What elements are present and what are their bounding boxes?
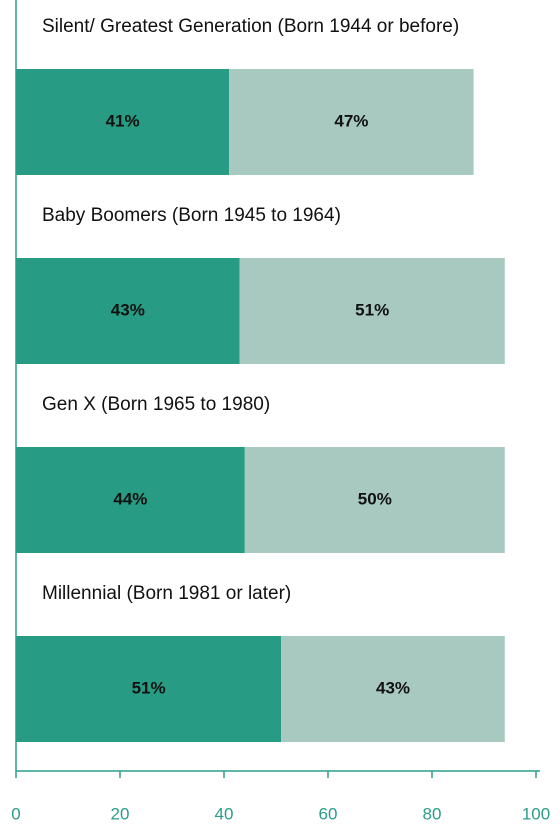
data-label: 43% — [376, 678, 410, 697]
x-tick-label: 20 — [111, 804, 130, 823]
data-label: 41% — [106, 111, 140, 130]
category-label: Gen X (Born 1965 to 1980) — [42, 394, 270, 415]
bar-segment — [281, 636, 505, 742]
x-tick-label: 60 — [319, 804, 338, 823]
bar-segment — [244, 447, 505, 553]
bar-segment — [16, 447, 245, 553]
bar-segment — [239, 258, 505, 364]
data-label: 50% — [358, 489, 392, 508]
bar-segment — [16, 258, 240, 364]
data-label: 47% — [334, 111, 368, 130]
category-label: Silent/ Greatest Generation (Born 1944 o… — [42, 16, 459, 37]
x-tick-label: 80 — [423, 804, 442, 823]
data-label: 43% — [111, 300, 145, 319]
x-tick-label: 0 — [11, 804, 20, 823]
x-tick-label: 100 — [522, 804, 550, 823]
bar-segment — [16, 636, 282, 742]
x-tick-label: 40 — [215, 804, 234, 823]
category-label: Baby Boomers (Born 1945 to 1964) — [42, 205, 341, 226]
data-label: 51% — [132, 678, 166, 697]
data-label: 44% — [113, 489, 147, 508]
bar-segment — [16, 69, 230, 175]
category-label: Millennial (Born 1981 or later) — [42, 583, 291, 604]
bar-segment — [229, 69, 474, 175]
data-label: 51% — [355, 300, 389, 319]
